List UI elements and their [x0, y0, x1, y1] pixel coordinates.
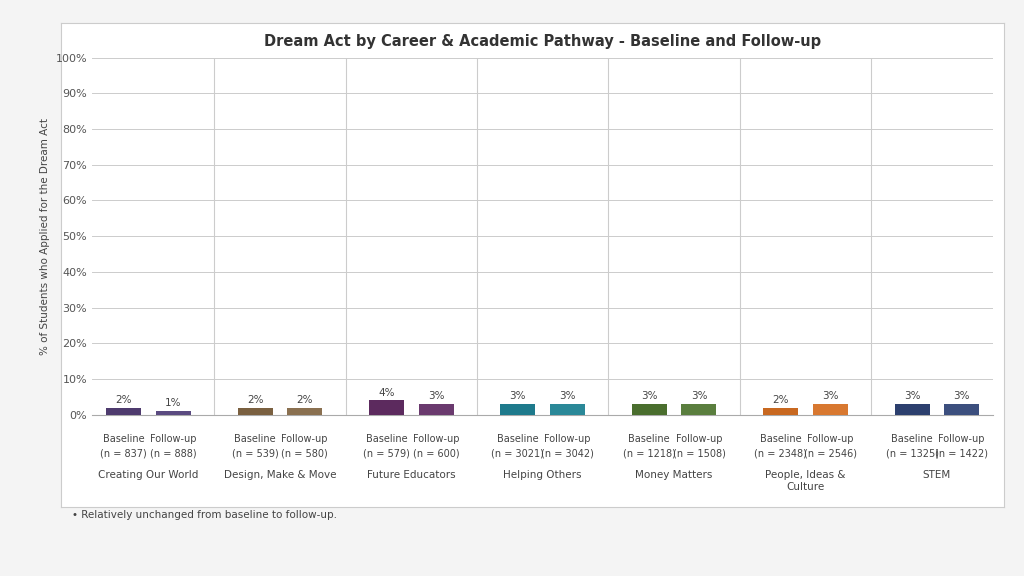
Text: (n = 600): (n = 600) — [413, 448, 460, 458]
Text: 3%: 3% — [641, 391, 657, 401]
Bar — [632, 404, 667, 415]
Text: Follow-up: Follow-up — [676, 434, 722, 444]
Text: Baseline: Baseline — [497, 434, 539, 444]
Text: (n = 1422): (n = 1422) — [935, 448, 988, 458]
Text: 2%: 2% — [247, 395, 263, 405]
Bar — [287, 408, 323, 415]
Text: (n = 580): (n = 580) — [282, 448, 328, 458]
Text: Future Educators: Future Educators — [367, 470, 456, 480]
Text: Baseline: Baseline — [629, 434, 670, 444]
Text: Follow-up: Follow-up — [282, 434, 328, 444]
Text: Baseline: Baseline — [760, 434, 802, 444]
Bar — [369, 400, 404, 415]
Text: STEM: STEM — [923, 470, 951, 480]
Text: 3%: 3% — [822, 391, 839, 401]
Bar — [238, 408, 272, 415]
Bar — [106, 408, 141, 415]
Text: 3%: 3% — [559, 391, 575, 401]
Text: 3%: 3% — [691, 391, 708, 401]
Text: Baseline: Baseline — [891, 434, 933, 444]
Bar — [501, 404, 536, 415]
Text: Follow-up: Follow-up — [413, 434, 460, 444]
Text: 3%: 3% — [428, 391, 444, 401]
Bar — [763, 408, 799, 415]
Text: 4%: 4% — [378, 388, 394, 397]
Y-axis label: % of Students who Applied for the Dream Act: % of Students who Applied for the Dream … — [40, 118, 50, 355]
Text: 2%: 2% — [772, 395, 788, 405]
Text: Baseline: Baseline — [102, 434, 144, 444]
Text: (n = 837): (n = 837) — [100, 448, 147, 458]
Text: (n = 2348): (n = 2348) — [755, 448, 807, 458]
Text: Creating Our World: Creating Our World — [98, 470, 199, 480]
Bar — [419, 404, 454, 415]
Text: Money Matters: Money Matters — [636, 470, 713, 480]
Bar — [550, 404, 585, 415]
Text: 3%: 3% — [510, 391, 526, 401]
Text: (n = 3042): (n = 3042) — [541, 448, 594, 458]
Bar — [813, 404, 848, 415]
Text: (n = 579): (n = 579) — [364, 448, 410, 458]
Text: (n = 1508): (n = 1508) — [673, 448, 725, 458]
Text: 2%: 2% — [116, 395, 132, 405]
Bar — [944, 404, 979, 415]
Text: People, Ideas &
Culture: People, Ideas & Culture — [765, 470, 846, 492]
Bar — [156, 411, 190, 415]
Text: (n = 2546): (n = 2546) — [804, 448, 857, 458]
Text: Follow-up: Follow-up — [151, 434, 197, 444]
Text: Follow-up: Follow-up — [545, 434, 591, 444]
Text: Follow-up: Follow-up — [807, 434, 854, 444]
Bar — [895, 404, 930, 415]
Text: • Relatively unchanged from baseline to follow-up.: • Relatively unchanged from baseline to … — [72, 510, 337, 520]
Text: 3%: 3% — [953, 391, 970, 401]
Text: 1%: 1% — [165, 398, 181, 408]
Text: (n = 539): (n = 539) — [231, 448, 279, 458]
Text: (n = 1218): (n = 1218) — [623, 448, 676, 458]
Text: Design, Make & Move: Design, Make & Move — [223, 470, 336, 480]
Text: Helping Others: Helping Others — [504, 470, 582, 480]
Text: (n = 888): (n = 888) — [151, 448, 197, 458]
Text: (n = 3021): (n = 3021) — [492, 448, 545, 458]
Text: Follow-up: Follow-up — [938, 434, 985, 444]
Bar — [681, 404, 717, 415]
Text: Baseline: Baseline — [234, 434, 275, 444]
Text: Baseline: Baseline — [366, 434, 408, 444]
Text: 3%: 3% — [904, 391, 921, 401]
Text: (n = 1325): (n = 1325) — [886, 448, 939, 458]
Title: Dream Act by Career & Academic Pathway - Baseline and Follow-up: Dream Act by Career & Academic Pathway -… — [264, 35, 821, 50]
Text: 2%: 2% — [297, 395, 313, 405]
